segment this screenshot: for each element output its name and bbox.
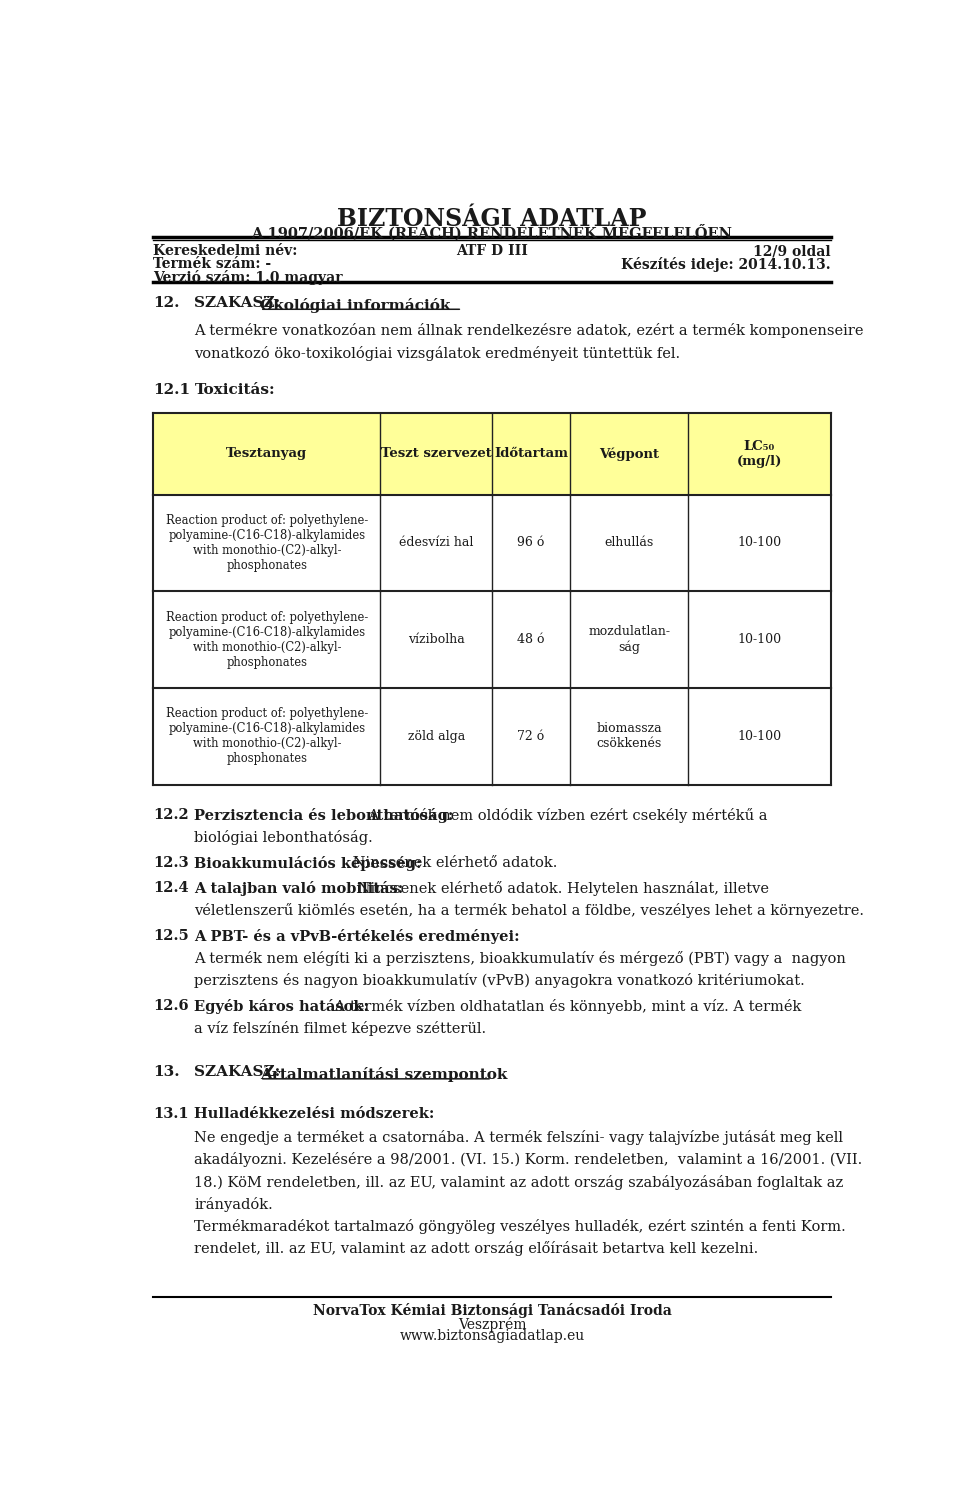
Text: A termékre vonatkozóan nem állnak rendelkezésre adatok, ezért a termék komponens: A termékre vonatkozóan nem állnak rendel… xyxy=(194,324,864,339)
Text: Tesztanyag: Tesztanyag xyxy=(227,448,307,460)
Text: Verzió szám: 1.0 magyar: Verzió szám: 1.0 magyar xyxy=(154,271,343,284)
Text: Kereskedelmi név:: Kereskedelmi név: xyxy=(154,245,298,259)
Text: 10-100: 10-100 xyxy=(737,634,781,646)
Text: rendelet, ill. az EU, valamint az adott ország előírásait betartva kell kezelni.: rendelet, ill. az EU, valamint az adott … xyxy=(194,1241,758,1256)
Text: SZAKASZ:: SZAKASZ: xyxy=(194,295,280,310)
Text: www.biztonsagiadatlap.eu: www.biztonsagiadatlap.eu xyxy=(399,1329,585,1343)
Text: Termékmaradékot tartalmazó göngyöleg veszélyes hulladék, ezért szintén a fenti K: Termékmaradékot tartalmazó göngyöleg ves… xyxy=(194,1219,846,1234)
Text: elhullás: elhullás xyxy=(605,537,654,549)
Text: 12.3: 12.3 xyxy=(154,856,189,869)
Text: BIZTONSÁGI ADATLAP: BIZTONSÁGI ADATLAP xyxy=(337,207,647,231)
Text: Ne engedje a terméket a csatornába. A termék felszíni- vagy talajvízbe jutását m: Ne engedje a terméket a csatornába. A te… xyxy=(194,1131,844,1145)
Text: perzisztens és nagyon bioakkumulatív (vPvB) anyagokra vonatkozó kritériumokat.: perzisztens és nagyon bioakkumulatív (vP… xyxy=(194,974,805,989)
Text: Egyéb káros hatások:: Egyéb káros hatások: xyxy=(194,999,370,1013)
Text: akadályozni. Kezelésére a 98/2001. (VI. 15.) Korm. rendeletben,  valamint a 16/2: akadályozni. Kezelésére a 98/2001. (VI. … xyxy=(194,1152,863,1167)
Text: A termék nem elégíti ki a perzisztens, bioakkumulatív és mérgező (PBT) vagy a  n: A termék nem elégíti ki a perzisztens, b… xyxy=(194,951,847,966)
Text: Nincsenek elérhető adatok.: Nincsenek elérhető adatok. xyxy=(348,856,558,869)
Text: zöld alga: zöld alga xyxy=(407,730,465,742)
Text: 10-100: 10-100 xyxy=(737,730,781,742)
Text: 72 ó: 72 ó xyxy=(517,730,544,742)
Text: irányadók.: irányadók. xyxy=(194,1196,274,1211)
Text: édesvízi hal: édesvízi hal xyxy=(399,537,473,549)
Text: SZAKASZ:: SZAKASZ: xyxy=(194,1064,280,1080)
Bar xyxy=(154,413,830,494)
Text: Hulladékkezelési módszerek:: Hulladékkezelési módszerek: xyxy=(194,1107,435,1120)
Text: 12.5: 12.5 xyxy=(154,928,189,943)
Text: mozdulatlan-
ság: mozdulatlan- ság xyxy=(588,626,670,653)
Text: A PBT- és a vPvB-értékelés eredményei:: A PBT- és a vPvB-értékelés eredményei: xyxy=(194,928,520,943)
Text: Készítés ideje: 2014.10.13.: Készítés ideje: 2014.10.13. xyxy=(621,257,830,272)
Text: 12/9 oldal: 12/9 oldal xyxy=(753,245,830,259)
Text: 18.) KöM rendeletben, ill. az EU, valamint az adott ország szabályozásában fogla: 18.) KöM rendeletben, ill. az EU, valami… xyxy=(194,1175,844,1190)
Text: Reaction product of: polyethylene-
polyamine-(C16-C18)-alkylamides
with monothio: Reaction product of: polyethylene- polya… xyxy=(166,611,368,668)
Text: Veszprém: Veszprém xyxy=(458,1317,526,1332)
Text: 13.1: 13.1 xyxy=(154,1107,189,1120)
Text: 12.4: 12.4 xyxy=(154,881,189,895)
Text: 12.2: 12.2 xyxy=(154,807,189,823)
Text: Ártalmatlanítási szempontok: Ártalmatlanítási szempontok xyxy=(260,1064,507,1083)
Text: Végpont: Végpont xyxy=(599,448,660,461)
Text: biológiai lebonthatóság.: biológiai lebonthatóság. xyxy=(194,830,373,845)
Text: Teszt szervezet: Teszt szervezet xyxy=(381,448,492,460)
Text: ATF D III: ATF D III xyxy=(456,245,528,259)
Text: LC₅₀
(mg/l): LC₅₀ (mg/l) xyxy=(736,440,782,467)
Text: a víz felszínén filmet képezve szétterül.: a víz felszínén filmet képezve szétterül… xyxy=(194,1021,487,1036)
Text: A talajban való mobilitás:: A talajban való mobilitás: xyxy=(194,881,403,897)
Text: 96 ó: 96 ó xyxy=(517,537,544,549)
Text: véletlenszerű kiömlés esetén, ha a termék behatol a földbe, veszélyes lehet a kö: véletlenszerű kiömlés esetén, ha a termé… xyxy=(194,903,864,918)
Text: NorvaTox Kémiai Biztonsági Tanácsadói Iroda: NorvaTox Kémiai Biztonsági Tanácsadói Ir… xyxy=(313,1303,671,1317)
Text: Nincsenek elérhető adatok. Helytelen használat, illetve: Nincsenek elérhető adatok. Helytelen has… xyxy=(353,881,769,897)
Text: Termék szám: -: Termék szám: - xyxy=(154,257,272,271)
Text: Ökológiai információk: Ökológiai információk xyxy=(260,295,450,313)
Text: vonatkozó öko-toxikológiai vizsgálatok eredményeit tüntettük fel.: vonatkozó öko-toxikológiai vizsgálatok e… xyxy=(194,346,681,360)
Text: 12.6: 12.6 xyxy=(154,999,189,1013)
Text: Időtartam: Időtartam xyxy=(494,448,568,460)
Text: Bioakkumulációs képesség:: Bioakkumulációs képesség: xyxy=(194,856,421,871)
Text: Toxicitás:: Toxicitás: xyxy=(194,383,275,396)
Text: Perzisztencia és lebonthatóság:: Perzisztencia és lebonthatóság: xyxy=(194,807,454,823)
Text: 13.: 13. xyxy=(154,1064,180,1080)
Text: 10-100: 10-100 xyxy=(737,537,781,549)
Text: A termék vízben oldhatatlan és könnyebb, mint a víz. A termék: A termék vízben oldhatatlan és könnyebb,… xyxy=(330,999,802,1013)
Text: Reaction product of: polyethylene-
polyamine-(C16-C18)-alkylamides
with monothio: Reaction product of: polyethylene- polya… xyxy=(166,514,368,572)
Text: 12.1: 12.1 xyxy=(154,383,191,396)
Text: 48 ó: 48 ó xyxy=(517,634,544,646)
Text: biomassza
csökkenés: biomassza csökkenés xyxy=(596,723,661,750)
Text: A termék nem oldódik vízben ezért csekély mértékű a: A termék nem oldódik vízben ezért csekél… xyxy=(364,807,768,823)
Text: 12.: 12. xyxy=(154,295,180,310)
Text: A 1907/2006/EK (REACH) RENDELETNEK MEGFELELŐEN: A 1907/2006/EK (REACH) RENDELETNEK MEGFE… xyxy=(252,224,732,240)
Text: Reaction product of: polyethylene-
polyamine-(C16-C18)-alkylamides
with monothio: Reaction product of: polyethylene- polya… xyxy=(166,708,368,765)
Text: vízibolha: vízibolha xyxy=(408,634,465,646)
